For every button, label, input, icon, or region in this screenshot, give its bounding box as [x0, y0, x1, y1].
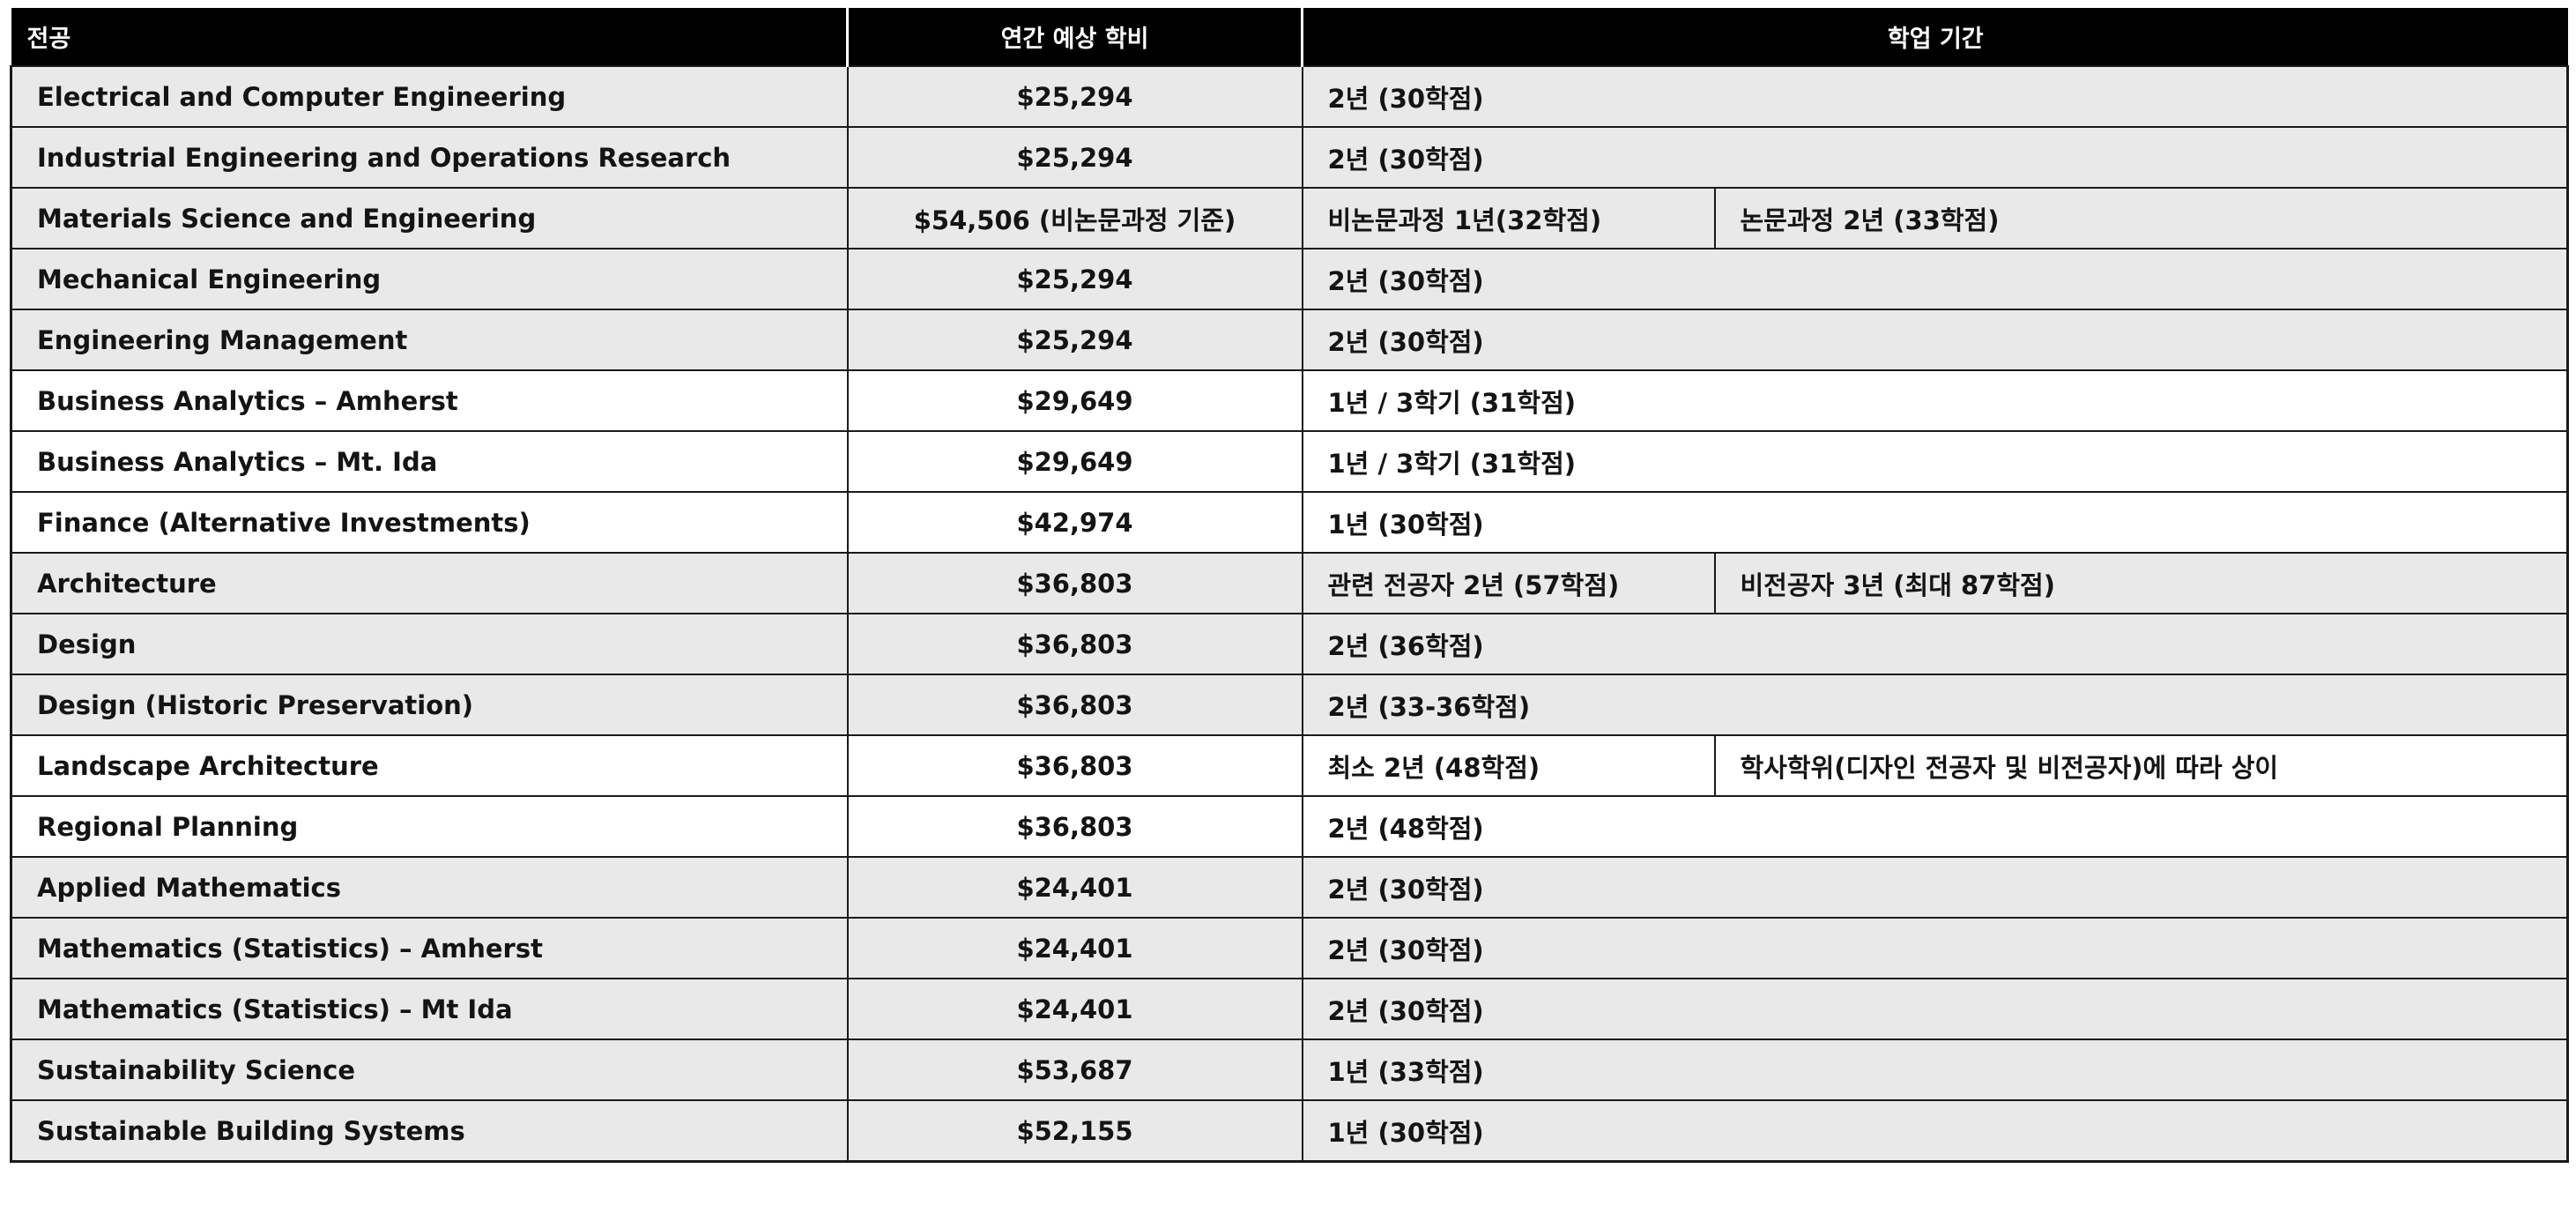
- cell-major: Mechanical Engineering: [10, 248, 849, 310]
- program-table-container: 전공 연간 예상 학비 학업 기간 Electrical and Compute…: [10, 8, 2570, 1163]
- table-row: Design (Historic Preservation) $36,803 2년 …: [10, 674, 2570, 736]
- cell-major: Electrical and Computer Engineering: [10, 65, 849, 128]
- cell-fee: $29,649: [846, 430, 1303, 493]
- table-row: Applied Mathematics $24,401 2년 (30학점): [10, 856, 2570, 919]
- table-body: Electrical and Computer Engineering $25,2…: [10, 65, 2570, 1163]
- cell-period: 1년 (30학점): [1301, 1099, 2570, 1163]
- cell-period: 1년 / 3학기 (31학점): [1301, 369, 2570, 432]
- cell-major: Materials Science and Engineering: [10, 187, 849, 249]
- header-period: 학업 기간: [1300, 8, 2568, 66]
- cell-period: 2년 (30학점): [1301, 856, 2570, 919]
- cell-period: 관련 전공자 2년 (57학점): [1301, 552, 1716, 614]
- cell-period: 2년 (36학점): [1301, 613, 2570, 675]
- table-row: Business Analytics – Amherst $29,649 1년 / …: [10, 369, 2570, 432]
- cell-period: 2년 (30학점): [1301, 309, 2570, 371]
- cell-major: Finance (Alternative Investments): [10, 491, 849, 554]
- cell-period: 2년 (30학점): [1301, 978, 2570, 1040]
- cell-major: Mathematics (Statistics) – Mt Ida: [10, 978, 849, 1040]
- cell-period: 1년 (30학점): [1301, 491, 2570, 554]
- table-row: Industrial Engineering and Operations Re…: [10, 126, 2570, 189]
- cell-major: Applied Mathematics: [10, 856, 849, 919]
- cell-major: Sustainable Building Systems: [10, 1099, 849, 1163]
- table-row: Business Analytics – Mt. Ida $29,649 1년 / …: [10, 430, 2570, 493]
- cell-fee: $42,974: [846, 491, 1303, 554]
- cell-fee: $36,803: [846, 552, 1303, 614]
- cell-fee: $54,506 (비논문과정 기준): [846, 187, 1303, 249]
- table-row: Architecture $36,803 관련 전공자 2년 (57학점) 비전공자 …: [10, 552, 2570, 614]
- table-row: Sustainable Building Systems $52,155 1년 (3…: [10, 1099, 2570, 1163]
- cell-major: Architecture: [10, 552, 849, 614]
- cell-period: 2년 (30학점): [1301, 248, 2570, 310]
- table-row: Mathematics (Statistics) – Mt Ida $24,401…: [10, 978, 2570, 1040]
- cell-major: Design: [10, 613, 849, 675]
- cell-fee: $25,294: [846, 309, 1303, 371]
- table-row: Mathematics (Statistics) – Amherst $24,40…: [10, 917, 2570, 979]
- cell-period: 비논문과정 1년(32학점): [1301, 187, 1716, 249]
- cell-period: 2년 (48학점): [1301, 795, 2570, 858]
- cell-period: 2년 (30학점): [1301, 126, 2570, 189]
- cell-major: Regional Planning: [10, 795, 849, 858]
- cell-fee: $24,401: [846, 856, 1303, 919]
- cell-major: Industrial Engineering and Operations Re…: [10, 126, 849, 189]
- table-row: Finance (Alternative Investments) $42,974…: [10, 491, 2570, 554]
- cell-fee: $36,803: [846, 674, 1303, 736]
- cell-fee: $25,294: [846, 248, 1303, 310]
- cell-fee: $36,803: [846, 613, 1303, 675]
- cell-period: 2년 (30학점): [1301, 65, 2570, 128]
- cell-fee: $36,803: [846, 734, 1303, 797]
- table-row: Materials Science and Engineering $54,506…: [10, 187, 2570, 249]
- cell-major: Landscape Architecture: [10, 734, 849, 797]
- cell-fee: $25,294: [846, 65, 1303, 128]
- table-row: Sustainability Science $53,687 1년 (33학점): [10, 1038, 2570, 1101]
- cell-period: 최소 2년 (48학점): [1301, 734, 1716, 797]
- cell-major: Engineering Management: [10, 309, 849, 371]
- header-fee: 연간 예상 학비: [846, 8, 1303, 66]
- table-row: Landscape Architecture $36,803 최소 2년 (48학점…: [10, 734, 2570, 797]
- cell-fee: $24,401: [846, 978, 1303, 1040]
- cell-period-alt: 학사학위(디자인 전공자 및 비전공자)에 따라 상이: [1713, 734, 2570, 797]
- program-table: 전공 연간 예상 학비 학업 기간 Electrical and Compute…: [10, 8, 2570, 1163]
- header-row: 전공 연간 예상 학비 학업 기간: [11, 8, 2568, 66]
- cell-major: Business Analytics – Mt. Ida: [10, 430, 849, 493]
- cell-period: 2년 (30학점): [1301, 917, 2570, 979]
- cell-period-alt: 비전공자 3년 (최대 87학점): [1713, 552, 2570, 614]
- cell-major: Mathematics (Statistics) – Amherst: [10, 917, 849, 979]
- table-row: Electrical and Computer Engineering $25,2…: [10, 65, 2570, 128]
- table-row: Regional Planning $36,803 2년 (48학점): [10, 795, 2570, 858]
- table-header: 전공 연간 예상 학비 학업 기간: [11, 8, 2568, 66]
- table-row: Mechanical Engineering $25,294 2년 (30학점): [10, 248, 2570, 310]
- cell-fee: $36,803: [846, 795, 1303, 858]
- header-major: 전공: [11, 8, 848, 66]
- cell-fee: $29,649: [846, 369, 1303, 432]
- table-row: Engineering Management $25,294 2년 (30학점): [10, 309, 2570, 371]
- cell-fee: $24,401: [846, 917, 1303, 979]
- cell-fee: $53,687: [846, 1038, 1303, 1101]
- cell-major: Design (Historic Preservation): [10, 674, 849, 736]
- cell-major: Business Analytics – Amherst: [10, 369, 849, 432]
- cell-fee: $25,294: [846, 126, 1303, 189]
- cell-major: Sustainability Science: [10, 1038, 849, 1101]
- cell-period: 1년 (33학점): [1301, 1038, 2570, 1101]
- cell-fee: $52,155: [846, 1099, 1303, 1163]
- cell-period-alt: 논문과정 2년 (33학점): [1713, 187, 2570, 249]
- cell-period: 2년 (33-36학점): [1301, 674, 2570, 736]
- table-row: Design $36,803 2년 (36학점): [10, 613, 2570, 675]
- cell-period: 1년 / 3학기 (31학점): [1301, 430, 2570, 493]
